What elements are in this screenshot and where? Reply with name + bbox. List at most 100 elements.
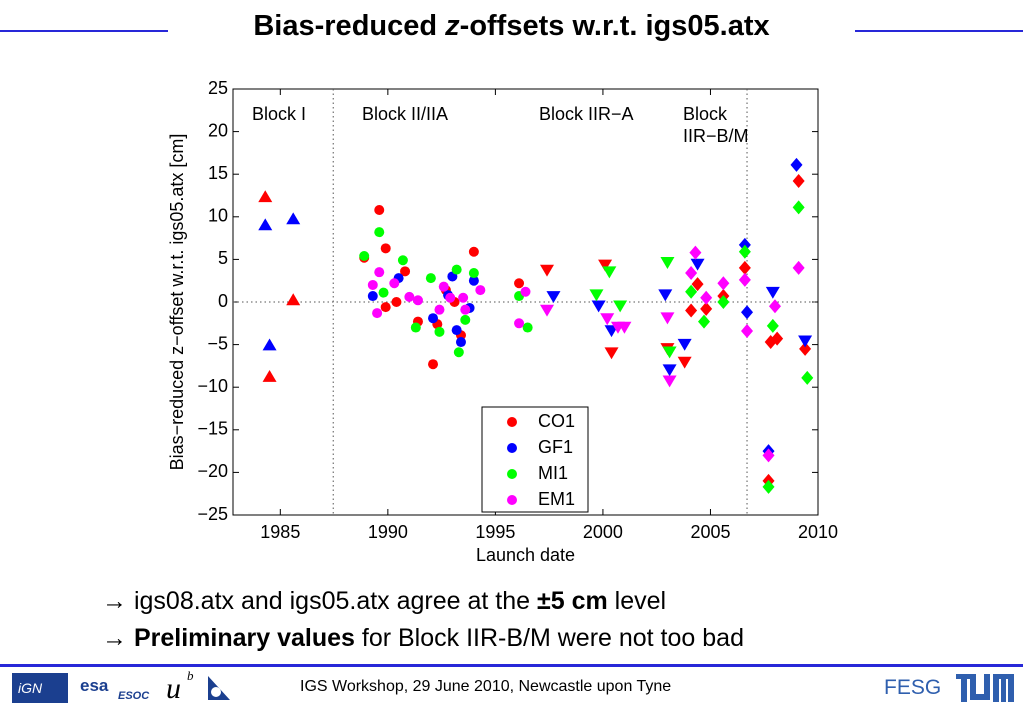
x-tick-label: 2000 — [583, 522, 623, 542]
point — [677, 356, 692, 369]
point — [662, 346, 677, 359]
point — [367, 291, 378, 302]
legend-label: GF1 — [538, 437, 573, 457]
legend-box — [481, 406, 589, 513]
point — [689, 245, 702, 260]
point — [738, 272, 751, 287]
point — [801, 370, 814, 385]
point — [453, 347, 464, 358]
title-part: z — [445, 10, 460, 42]
bullet-part: for Block IIR-B/M were not too bad — [354, 624, 744, 652]
logo-icon — [208, 676, 230, 700]
y-tick-label: 5 — [218, 248, 228, 268]
point — [460, 314, 471, 325]
bullet: → igs08.atx and igs05.atx agree at the ±… — [102, 587, 666, 616]
y-tick-label: 20 — [208, 120, 228, 140]
point — [613, 300, 628, 313]
tum-logo — [956, 674, 1014, 702]
point — [380, 302, 391, 313]
point — [717, 295, 730, 309]
point — [700, 301, 713, 316]
point — [374, 227, 385, 238]
point — [602, 266, 617, 279]
point — [698, 314, 711, 329]
block-label: Block II/IIA — [362, 104, 448, 124]
x-axis-label: Launch date — [476, 545, 575, 565]
footer-text: IGS Workshop, 29 June 2010, Newcastle up… — [300, 678, 672, 695]
x-tick-label: 1990 — [368, 522, 408, 542]
bullet-part: igs08.atx and igs05.atx agree at the — [133, 587, 538, 615]
point — [792, 260, 805, 275]
point — [451, 325, 462, 336]
point — [662, 364, 677, 377]
point — [397, 255, 408, 266]
legend-marker — [507, 417, 517, 427]
point — [412, 295, 423, 306]
point — [425, 273, 436, 284]
block-label: IIR−B/M — [683, 126, 749, 146]
title-part: -offsets w.r.t. igs05.atx — [459, 10, 770, 42]
point — [604, 347, 619, 360]
y-tick-label: 15 — [208, 163, 228, 183]
point — [658, 289, 673, 302]
point — [685, 284, 698, 299]
point — [762, 479, 775, 494]
point — [378, 287, 389, 298]
point — [660, 257, 675, 269]
legend-label: MI1 — [538, 463, 568, 483]
chart: −25 −20 −15 −10 −5 0 5 10 15 20 25 1985 1990 1995 2000… — [167, 78, 838, 565]
x-tick-label: 1995 — [475, 522, 515, 542]
point — [374, 267, 385, 278]
brand: FESG — [884, 676, 942, 699]
point — [799, 341, 812, 356]
logo-box — [12, 673, 68, 703]
y-tick-label: −10 — [197, 376, 228, 396]
point — [460, 304, 471, 315]
point — [475, 285, 486, 296]
point — [438, 281, 449, 292]
legend: CO1 GF1 MI1 EM1 — [481, 406, 589, 513]
title-rule — [855, 30, 1023, 32]
bullet: → Preliminary values for Block IIR-B/M w… — [102, 624, 744, 653]
point — [389, 278, 400, 289]
y-tick-label: 10 — [208, 206, 228, 226]
point — [589, 289, 604, 302]
point — [540, 264, 555, 277]
point — [391, 297, 402, 307]
legend-marker — [507, 469, 517, 479]
y-tick-label: −25 — [197, 504, 228, 524]
point — [445, 292, 456, 303]
x-tick-label: 2005 — [690, 522, 730, 542]
point — [468, 268, 479, 279]
bullet-part: → — [102, 587, 134, 615]
point — [765, 286, 780, 299]
footer-rule — [0, 664, 1023, 667]
point — [468, 246, 479, 257]
point — [792, 200, 805, 215]
point — [792, 174, 805, 189]
point — [451, 264, 462, 275]
point — [400, 266, 411, 277]
y-tick-label: −20 — [197, 461, 228, 481]
point — [790, 157, 803, 172]
point — [286, 212, 301, 225]
point — [380, 243, 391, 254]
point — [677, 338, 692, 351]
bullet-part: level — [607, 587, 667, 615]
point — [741, 323, 754, 338]
legend-marker — [507, 495, 517, 505]
point — [434, 326, 445, 337]
logo-text: u — [166, 672, 181, 705]
point — [738, 244, 751, 259]
bullet-part: → — [102, 624, 134, 652]
y-tick-label: 0 — [218, 291, 228, 311]
title-part: Bias-reduced — [253, 10, 446, 42]
point — [738, 260, 751, 275]
x-tick-label: 2010 — [798, 522, 838, 542]
title-rule — [0, 30, 168, 32]
point — [262, 338, 277, 351]
point — [374, 204, 385, 215]
point — [258, 190, 273, 203]
point — [600, 313, 615, 326]
